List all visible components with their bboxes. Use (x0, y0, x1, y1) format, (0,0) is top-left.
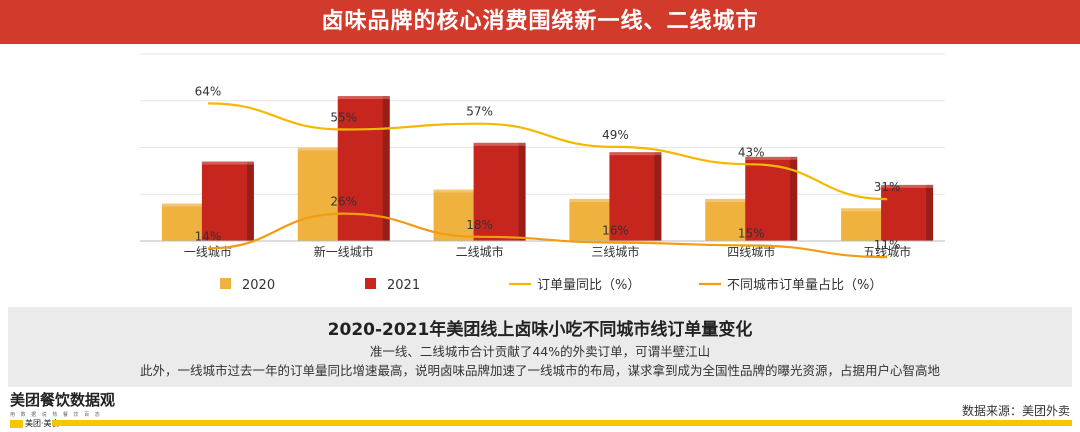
line-不同城市订单量占比（%） (207, 212, 888, 259)
data-label: 11% (874, 238, 901, 252)
brand-logo-row: 美团·美食 (10, 418, 60, 429)
bar-shade (926, 184, 934, 241)
page-title-banner: 卤味品牌的核心消费围绕新一线、二线城市 (0, 0, 1080, 44)
meituan-logo-icon (10, 419, 23, 428)
x-tick-label: 二线城市 (456, 244, 504, 259)
data-label: 55% (330, 111, 357, 125)
bar-highlight (337, 96, 390, 100)
brand-name: 美团餐饮数据观 (10, 391, 116, 409)
bar-highlight (881, 184, 934, 188)
legend-label: 不同城市订单量占比（%） (727, 277, 882, 293)
bar-shade (382, 96, 390, 241)
data-label: 31% (874, 180, 901, 194)
bar-shade (654, 152, 662, 241)
data-label: 49% (602, 128, 629, 142)
x-tick-label: 一线城市 (184, 244, 232, 259)
data-label: 64% (195, 84, 222, 98)
bottom-accent-bar (52, 420, 1072, 426)
summary-line-2: 此外，一线城市过去一年的订单量同比增速最高，说明卤味品牌加速了一线城市的布局，谋… (139, 363, 940, 378)
bar-shade (790, 156, 798, 241)
bar-shade (518, 142, 526, 241)
legend-label: 订单量同比（%） (537, 278, 640, 293)
data-label: 16% (602, 224, 629, 238)
page-title: 卤味品牌的核心消费围绕新一线、二线城市 (321, 9, 759, 34)
data-label: 43% (738, 145, 765, 159)
bar-highlight (201, 161, 254, 165)
data-label: 26% (330, 195, 357, 209)
bar-highlight (841, 208, 894, 212)
bar-2021-二线城市 (473, 142, 526, 241)
brand-block: 美团餐饮数据观 用 数 据 说 热 餐 饮 百 态 (10, 389, 115, 418)
brand-logo-text: 美团·美食 (25, 419, 60, 428)
data-label: 18% (466, 218, 493, 232)
bar-highlight (745, 156, 798, 160)
bar-highlight (161, 203, 214, 207)
bar-highlight (433, 189, 486, 193)
data-source: 数据来源：美团外卖 (961, 404, 1070, 418)
chart: 一线城市 新一线城市 二线城市 三线城市 四线城市 五线城市 64% 55% 57% 49% 43%… (140, 53, 945, 293)
x-tick-label: 四线城市 (727, 244, 775, 259)
data-label: 14% (195, 229, 222, 243)
data-label: 15% (738, 227, 765, 241)
legend-label: 2020 (242, 278, 275, 293)
bar-2021-三线城市 (609, 152, 662, 241)
bar-2021-一线城市 (201, 161, 254, 241)
bar-shade (246, 161, 254, 241)
bar-highlight (473, 142, 526, 146)
bar-highlight (705, 198, 758, 202)
brand-tagline: 用 数 据 说 热 餐 饮 百 态 (10, 412, 102, 418)
legend-label: 2021 (387, 278, 420, 293)
x-tick-label: 新一线城市 (314, 244, 374, 259)
x-tick-label: 五线城市 (863, 244, 911, 259)
line-订单量同比（%） (207, 102, 888, 201)
bar-2021-四线城市 (745, 156, 798, 241)
summary-panel: 2020-2021年美团线上卤味小吃不同城市线订单量变化 准一线、二线城市合计贡… (8, 307, 1072, 387)
x-tick-label: 三线城市 (591, 244, 639, 259)
summary-line-1: 准一线、二线城市合计贡献了44%的外卖订单，可谓半壁江山 (369, 344, 711, 359)
data-label: 57% (466, 105, 493, 119)
bar-highlight (297, 147, 350, 151)
bar-highlight (569, 198, 622, 202)
legend-swatch (365, 278, 376, 289)
bar-highlight (609, 152, 662, 156)
bar-2021-五线城市 (881, 184, 934, 241)
legend-swatch (220, 278, 231, 289)
summary-title: 2020-2021年美团线上卤味小吃不同城市线订单量变化 (327, 320, 753, 340)
